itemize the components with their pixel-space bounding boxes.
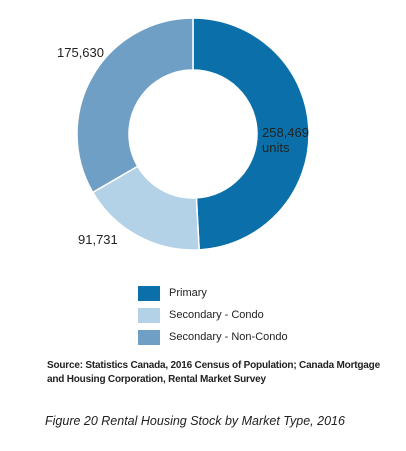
legend-label-primary: Primary (169, 287, 207, 299)
slice-secondary-non-condo (76, 17, 194, 194)
legend-label-secondary-non-condo: Secondary - Non-Condo (169, 331, 288, 343)
legend-swatch-primary (138, 286, 160, 301)
legend-item-secondary-non-condo: Secondary - Non-Condo (138, 328, 288, 347)
data-label-secondary-non-condo: 175,630 (57, 45, 104, 60)
slice-primary (192, 17, 310, 251)
legend-swatch-secondary-non-condo (138, 330, 160, 345)
donut-chart: 258,469 units 91,731 175,630 (57, 17, 310, 251)
legend-label-secondary-condo: Secondary - Condo (169, 309, 264, 321)
data-labels: 258,469 units 91,731 175,630 (57, 45, 309, 247)
legend-item-secondary-condo: Secondary - Condo (138, 306, 288, 325)
legend: Primary Secondary - Condo Secondary - No… (138, 284, 288, 350)
donut-slices (76, 17, 310, 251)
legend-item-primary: Primary (138, 284, 288, 303)
legend-swatch-secondary-condo (138, 308, 160, 323)
source-note: Source: Statistics Canada, 2016 Census o… (47, 360, 380, 385)
data-label-primary: 258,469 units (262, 125, 309, 155)
figure-caption: Figure 20 Rental Housing Stock by Market… (45, 414, 345, 428)
data-label-secondary-condo: 91,731 (78, 232, 118, 247)
